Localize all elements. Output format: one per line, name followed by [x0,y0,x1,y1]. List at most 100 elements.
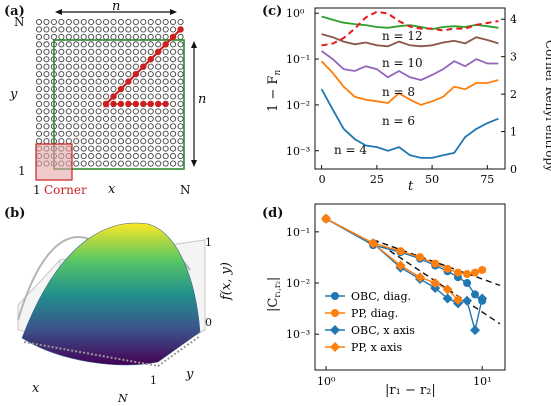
lattice-site [125,41,132,48]
lattice-site [103,123,110,130]
lattice-site [110,130,117,137]
lattice-site [177,33,184,40]
y-tick-label-c: 10⁻² [286,99,310,112]
lattice-site [155,160,162,167]
x-axis-label: x [108,182,116,197]
lattice-site [147,63,154,70]
lattice-site [177,56,184,63]
inner-square [53,39,185,170]
lattice-site [43,138,50,145]
lattice-site [88,86,95,93]
lattice-site [103,48,110,55]
lattice-site [177,160,184,167]
lattice-site [35,78,43,85]
lattice-site [140,138,147,145]
lattice-site [177,100,184,107]
lattice-site [35,26,43,33]
lattice-site [80,100,87,107]
y-tick-b-1: 1 [150,374,157,387]
fit-line [372,239,501,287]
lattice-site [88,33,95,40]
lattice-site [80,48,87,55]
lattice-site [73,71,80,78]
lattice-site [170,145,177,152]
diagonal-site [169,33,177,41]
lattice-site [155,63,162,70]
series-line [320,60,499,106]
lattice-site [80,41,87,48]
lattice-site [170,71,177,78]
x-axis-label-c: t [408,179,414,194]
lattice-site [132,115,139,122]
diagonal-site [117,85,125,93]
lattice-site [170,160,177,167]
lattice-site [110,108,117,115]
lattice-site [155,145,162,152]
lattice-site [162,33,169,40]
lattice-site [80,108,87,115]
base-dots [23,335,201,368]
lattice-site [58,63,65,70]
lattice-site [43,130,50,137]
lattice-site [170,153,177,160]
lattice-site [117,160,124,167]
diagonal-site [125,78,132,85]
lattice-site [177,115,184,122]
lattice-site [162,71,169,78]
plot-frame-c [314,7,506,170]
lattice-site [132,123,139,130]
lattice-site [132,153,139,160]
y-tick-label-c: 10⁰ [286,7,305,20]
x-axis-site [162,100,169,108]
lattice-site [73,100,80,107]
axis-ticks-d: 10⁰ 10¹ 10⁻¹ 10⁻² 10⁻³ [286,226,492,388]
lattice-site [95,78,102,85]
lattice-site [80,56,87,63]
lattice-site [80,153,87,160]
lattice-site [43,108,50,115]
lattice-site [65,56,72,63]
lattice-site [65,78,72,85]
lattice-site [170,86,177,93]
corner-box [35,143,73,181]
lattice-site [88,71,95,78]
y-tick-top: N [14,15,25,29]
lattice-site [140,26,147,33]
lattice-site [65,48,72,55]
y2-tick-label-c: 0 [510,163,517,176]
lattice-site [35,41,43,48]
lattice-site [117,56,124,63]
lattice-site [132,130,139,137]
lattice-site [58,41,65,48]
lattice-site [103,18,110,26]
lattice-site [88,56,95,63]
y-tick-b-n: N [117,392,128,405]
x-axis-site [102,100,110,108]
lattice-site [80,86,87,93]
lattice-site [58,18,65,26]
lattice-site [117,63,124,70]
lattice-site [117,26,124,33]
lattice-site [95,153,102,160]
lattice-site [117,71,124,78]
lattice-site [80,145,87,152]
curve-label-6: n = 6 [382,114,415,128]
lattice-site [140,18,147,26]
z-tick-1: 1 [205,236,212,249]
lattice-site [117,145,124,152]
lattice-site [117,48,124,55]
lattice-site [140,86,147,93]
x-tick-label-c: 50 [425,173,439,186]
lattice-site [147,48,154,55]
lattice-site [170,41,177,48]
x-axis-label-b: x [32,381,40,396]
lattice-site [147,86,154,93]
lattice-site [58,48,65,55]
lattice-site [73,138,80,145]
x-axis-site [117,100,125,108]
lattice-site [140,71,147,78]
curve-label-8: n = 8 [382,85,415,99]
lattice-site [177,63,184,70]
lattice-site [132,93,139,100]
lattice-site [95,26,102,33]
